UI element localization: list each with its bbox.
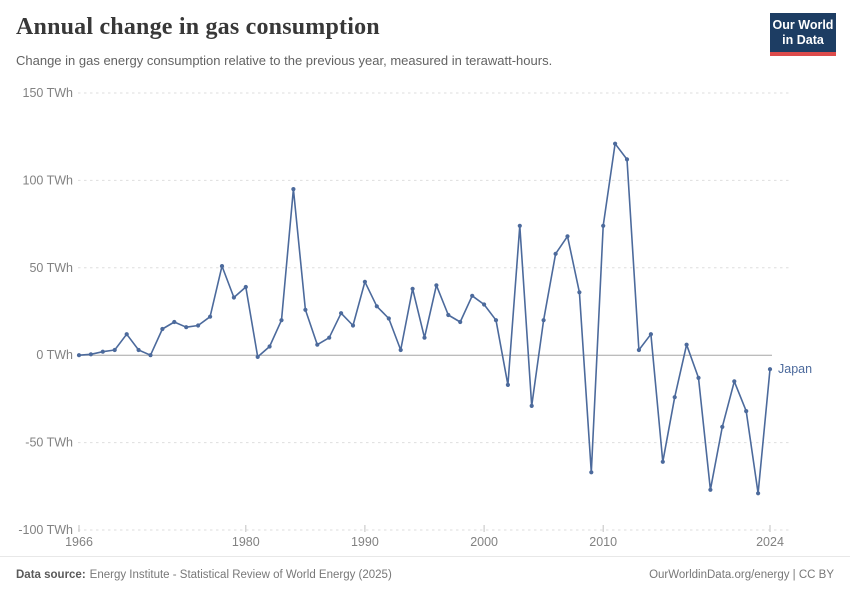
data-point <box>493 318 499 323</box>
data-point <box>470 293 475 298</box>
data-point <box>112 347 117 353</box>
data-source-text: Energy Institute - Statistical Review of… <box>89 569 392 581</box>
data-point <box>136 347 141 353</box>
data-point <box>243 284 248 290</box>
data-point <box>291 187 296 192</box>
data-source: Data source: Energy Institute - Statistic… <box>16 569 392 581</box>
page-title: Annual change in gas consumption <box>16 14 380 40</box>
series-line-japan <box>78 142 771 495</box>
owid-logo[interactable]: Our World in Data <box>770 13 836 56</box>
owid-logo-line2: in Data <box>782 32 824 47</box>
data-point <box>744 409 749 414</box>
data-point <box>362 279 367 284</box>
data-point <box>219 264 225 269</box>
data-source-label: Data source: <box>16 569 86 581</box>
data-point <box>196 323 201 328</box>
data-point <box>636 347 642 353</box>
data-point <box>279 318 284 323</box>
data-point <box>208 314 213 319</box>
owid-logo-line1: Our World <box>772 18 834 32</box>
data-point <box>565 234 570 239</box>
data-point <box>315 342 320 347</box>
data-point <box>88 352 93 357</box>
data-point <box>231 295 236 300</box>
x-tick-label: 1966 <box>65 535 93 549</box>
data-point <box>672 395 677 400</box>
data-point <box>720 424 725 429</box>
data-point <box>577 290 582 295</box>
data-point <box>458 319 463 325</box>
footer-divider <box>0 556 850 557</box>
data-point <box>541 318 546 323</box>
data-point <box>434 283 439 288</box>
data-point <box>529 403 534 408</box>
data-point <box>624 157 630 162</box>
data-point <box>613 141 618 146</box>
data-point <box>553 251 558 256</box>
data-point <box>255 354 260 359</box>
data-point <box>517 223 522 228</box>
data-point <box>708 487 713 492</box>
x-tick-label: 1990 <box>351 535 379 549</box>
data-point <box>267 344 272 349</box>
data-point <box>124 332 129 337</box>
data-point <box>172 319 177 325</box>
y-tick-label: 150 TWh <box>23 86 74 100</box>
data-point <box>422 335 427 340</box>
x-tick-label: 2010 <box>589 535 617 549</box>
y-tick-label: 50 TWh <box>29 261 73 275</box>
data-point <box>410 286 415 291</box>
data-point <box>648 332 654 337</box>
y-tick-label: 100 TWh <box>23 173 74 187</box>
data-point <box>505 382 510 387</box>
data-point <box>732 379 737 384</box>
data-point <box>386 316 391 321</box>
data-point <box>374 304 379 309</box>
data-point <box>76 353 82 358</box>
data-point <box>184 325 189 330</box>
x-tick-label: 1980 <box>232 535 260 549</box>
data-point <box>303 307 308 312</box>
data-point <box>100 349 105 354</box>
y-tick-label: -50 TWh <box>25 436 73 450</box>
data-point <box>756 491 761 496</box>
data-point <box>767 367 773 372</box>
x-tick-label: 2000 <box>470 535 498 549</box>
data-point <box>684 342 689 347</box>
x-tick-label: 2024 <box>756 535 784 549</box>
data-point <box>660 459 665 464</box>
y-tick-label: -100 TWh <box>18 523 73 537</box>
data-point <box>446 312 451 318</box>
data-point <box>350 323 356 328</box>
data-point <box>398 347 403 353</box>
data-point <box>482 302 487 307</box>
data-point <box>589 470 594 475</box>
data-point <box>696 375 701 380</box>
chart-subtitle: Change in gas energy consumption relativ… <box>16 53 553 68</box>
y-tick-label: 0 TWh <box>36 348 73 362</box>
data-point <box>160 326 165 332</box>
data-point <box>601 223 606 228</box>
data-point <box>148 353 153 358</box>
owid-license-link[interactable]: OurWorldinData.org/energy | CC BY <box>649 569 834 581</box>
series-end-label: Japan <box>778 362 812 376</box>
data-point <box>339 311 344 316</box>
data-point <box>327 335 332 340</box>
